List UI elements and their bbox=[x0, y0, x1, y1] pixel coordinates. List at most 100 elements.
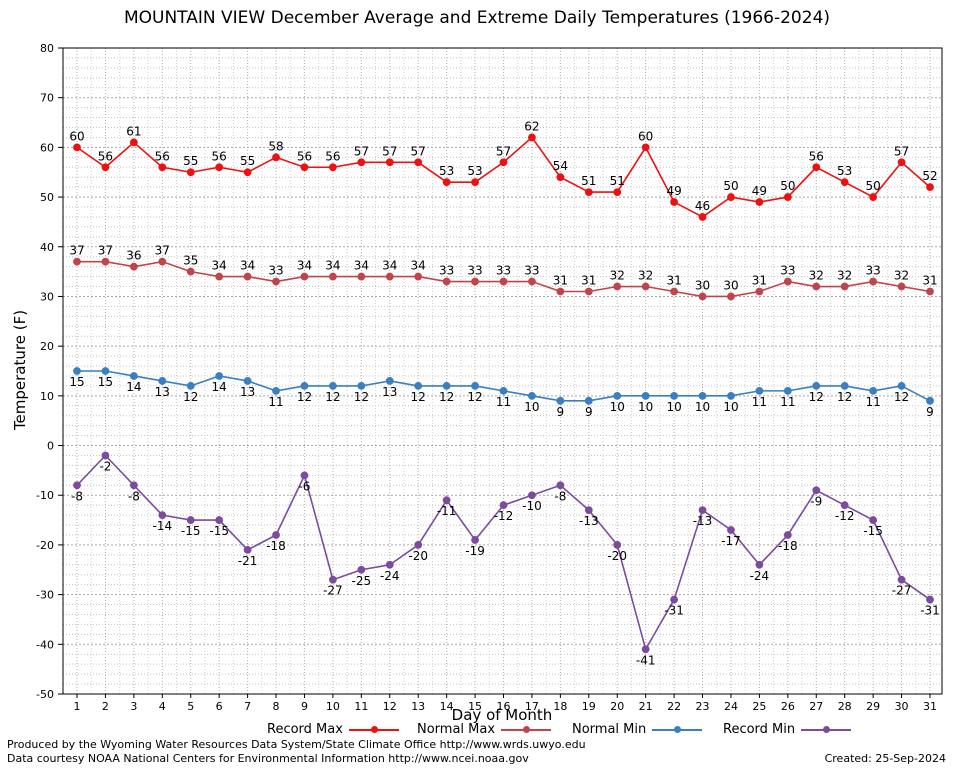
data-label-record-max: 57 bbox=[496, 144, 511, 158]
legend-label-normal-max: Normal Max bbox=[417, 722, 496, 737]
data-label-normal-min: 10 bbox=[638, 400, 653, 414]
data-point-normal-max bbox=[840, 282, 849, 291]
data-point-normal-min bbox=[755, 386, 764, 395]
data-label-normal-min: 12 bbox=[467, 390, 482, 404]
data-label-record-min: -8 bbox=[128, 489, 140, 503]
data-label-record-max: 62 bbox=[524, 119, 539, 133]
data-point-normal-max bbox=[926, 287, 934, 296]
data-label-normal-max: 34 bbox=[240, 259, 255, 273]
data-label-normal-min: 12 bbox=[354, 390, 369, 404]
data-point-record-max bbox=[698, 213, 707, 221]
x-tick-label: 19 bbox=[582, 700, 596, 713]
credits-producer: Produced by the Wyoming Water Resources … bbox=[7, 738, 586, 751]
data-label-record-max: 56 bbox=[809, 149, 824, 163]
x-tick-label: 7 bbox=[244, 700, 251, 713]
data-label-record-max: 57 bbox=[354, 144, 369, 158]
data-label-normal-max: 34 bbox=[325, 259, 340, 273]
data-point-normal-max bbox=[243, 272, 252, 281]
x-tick-label: 18 bbox=[553, 700, 567, 713]
data-point-record-min bbox=[556, 481, 565, 490]
data-label-normal-max: 35 bbox=[183, 254, 198, 268]
y-tick-label: 70 bbox=[40, 92, 54, 105]
y-tick-label: 50 bbox=[40, 191, 54, 204]
data-label-normal-min: 12 bbox=[439, 390, 454, 404]
data-point-record-min bbox=[926, 595, 934, 604]
data-point-normal-min bbox=[385, 377, 394, 385]
data-point-record-max bbox=[357, 158, 366, 167]
data-point-record-max bbox=[129, 138, 138, 147]
data-point-normal-min bbox=[186, 382, 195, 390]
data-point-record-min bbox=[869, 516, 878, 524]
data-label-record-max: 50 bbox=[865, 179, 880, 193]
data-label-normal-min: 9 bbox=[585, 405, 593, 419]
data-label-normal-min: 11 bbox=[496, 395, 511, 409]
x-tick-label: 24 bbox=[724, 700, 738, 713]
data-label-record-min: -19 bbox=[465, 544, 485, 558]
data-label-record-min: -6 bbox=[298, 479, 310, 493]
data-point-record-max bbox=[272, 153, 280, 162]
data-point-normal-min bbox=[670, 391, 678, 400]
x-tick-label: 30 bbox=[895, 700, 909, 713]
data-point-record-min bbox=[300, 471, 309, 480]
data-label-record-min: -8 bbox=[71, 489, 83, 503]
data-label-normal-max: 37 bbox=[98, 244, 113, 258]
data-point-normal-min bbox=[272, 386, 280, 395]
data-point-record-max bbox=[556, 173, 565, 182]
data-label-normal-min: 14 bbox=[126, 380, 141, 394]
data-point-normal-min bbox=[471, 382, 479, 390]
data-point-record-min bbox=[755, 560, 764, 569]
data-point-normal-max bbox=[556, 287, 565, 296]
credits-data-source: Data courtesy NOAA National Centers for … bbox=[7, 752, 529, 765]
data-label-record-min: -20 bbox=[408, 549, 428, 563]
data-point-record-min bbox=[186, 516, 195, 524]
x-tick-label: 27 bbox=[809, 700, 823, 713]
plot-frame bbox=[62, 47, 943, 695]
data-point-normal-max bbox=[783, 277, 792, 286]
data-label-normal-max: 31 bbox=[666, 273, 681, 287]
data-label-normal-min: 13 bbox=[240, 385, 255, 399]
data-label-record-min: -21 bbox=[238, 554, 258, 568]
data-label-normal-min: 12 bbox=[837, 390, 852, 404]
x-tick-label: 13 bbox=[411, 700, 425, 713]
data-label-normal-max: 33 bbox=[865, 264, 880, 278]
data-label-record-max: 49 bbox=[666, 184, 681, 198]
data-point-record-min bbox=[897, 575, 906, 584]
data-label-record-max: 54 bbox=[553, 159, 568, 173]
data-point-normal-max bbox=[158, 257, 167, 266]
x-tick-label: 16 bbox=[497, 700, 511, 713]
data-label-record-min: -41 bbox=[636, 653, 656, 667]
x-tick-label: 28 bbox=[838, 700, 852, 713]
data-point-record-max bbox=[528, 133, 536, 142]
data-label-normal-min: 11 bbox=[268, 395, 283, 409]
data-label-record-min: -24 bbox=[380, 569, 400, 583]
y-tick-label: -20 bbox=[36, 539, 54, 552]
legend-item-normal-max: Normal Max bbox=[417, 722, 552, 737]
data-label-normal-min: 11 bbox=[865, 395, 880, 409]
data-label-record-min: -15 bbox=[863, 524, 883, 538]
data-label-record-max: 53 bbox=[837, 164, 852, 178]
data-point-normal-min bbox=[556, 396, 565, 405]
data-point-normal-max bbox=[670, 287, 678, 296]
data-label-record-min: -31 bbox=[920, 604, 940, 618]
legend-swatch-normal-max bbox=[501, 725, 552, 735]
data-point-record-max bbox=[73, 143, 81, 152]
data-point-record-min bbox=[272, 531, 280, 539]
data-label-normal-min: 11 bbox=[752, 395, 767, 409]
data-point-record-min bbox=[641, 645, 650, 654]
data-label-normal-max: 30 bbox=[695, 278, 710, 292]
data-point-record-min bbox=[357, 565, 366, 574]
data-label-record-max: 55 bbox=[183, 154, 198, 168]
x-tick-label: 11 bbox=[354, 700, 368, 713]
data-label-normal-max: 34 bbox=[382, 259, 397, 273]
data-label-record-max: 50 bbox=[723, 179, 738, 193]
data-label-record-min: -11 bbox=[437, 504, 457, 518]
data-label-normal-min: 12 bbox=[809, 390, 824, 404]
y-tick-label: -50 bbox=[36, 688, 54, 701]
data-label-normal-max: 33 bbox=[496, 264, 511, 278]
data-label-normal-min: 15 bbox=[98, 375, 113, 389]
data-label-normal-min: 10 bbox=[610, 400, 625, 414]
data-point-record-min bbox=[840, 501, 849, 510]
data-point-normal-min bbox=[869, 386, 878, 395]
data-label-record-max: 57 bbox=[411, 144, 426, 158]
